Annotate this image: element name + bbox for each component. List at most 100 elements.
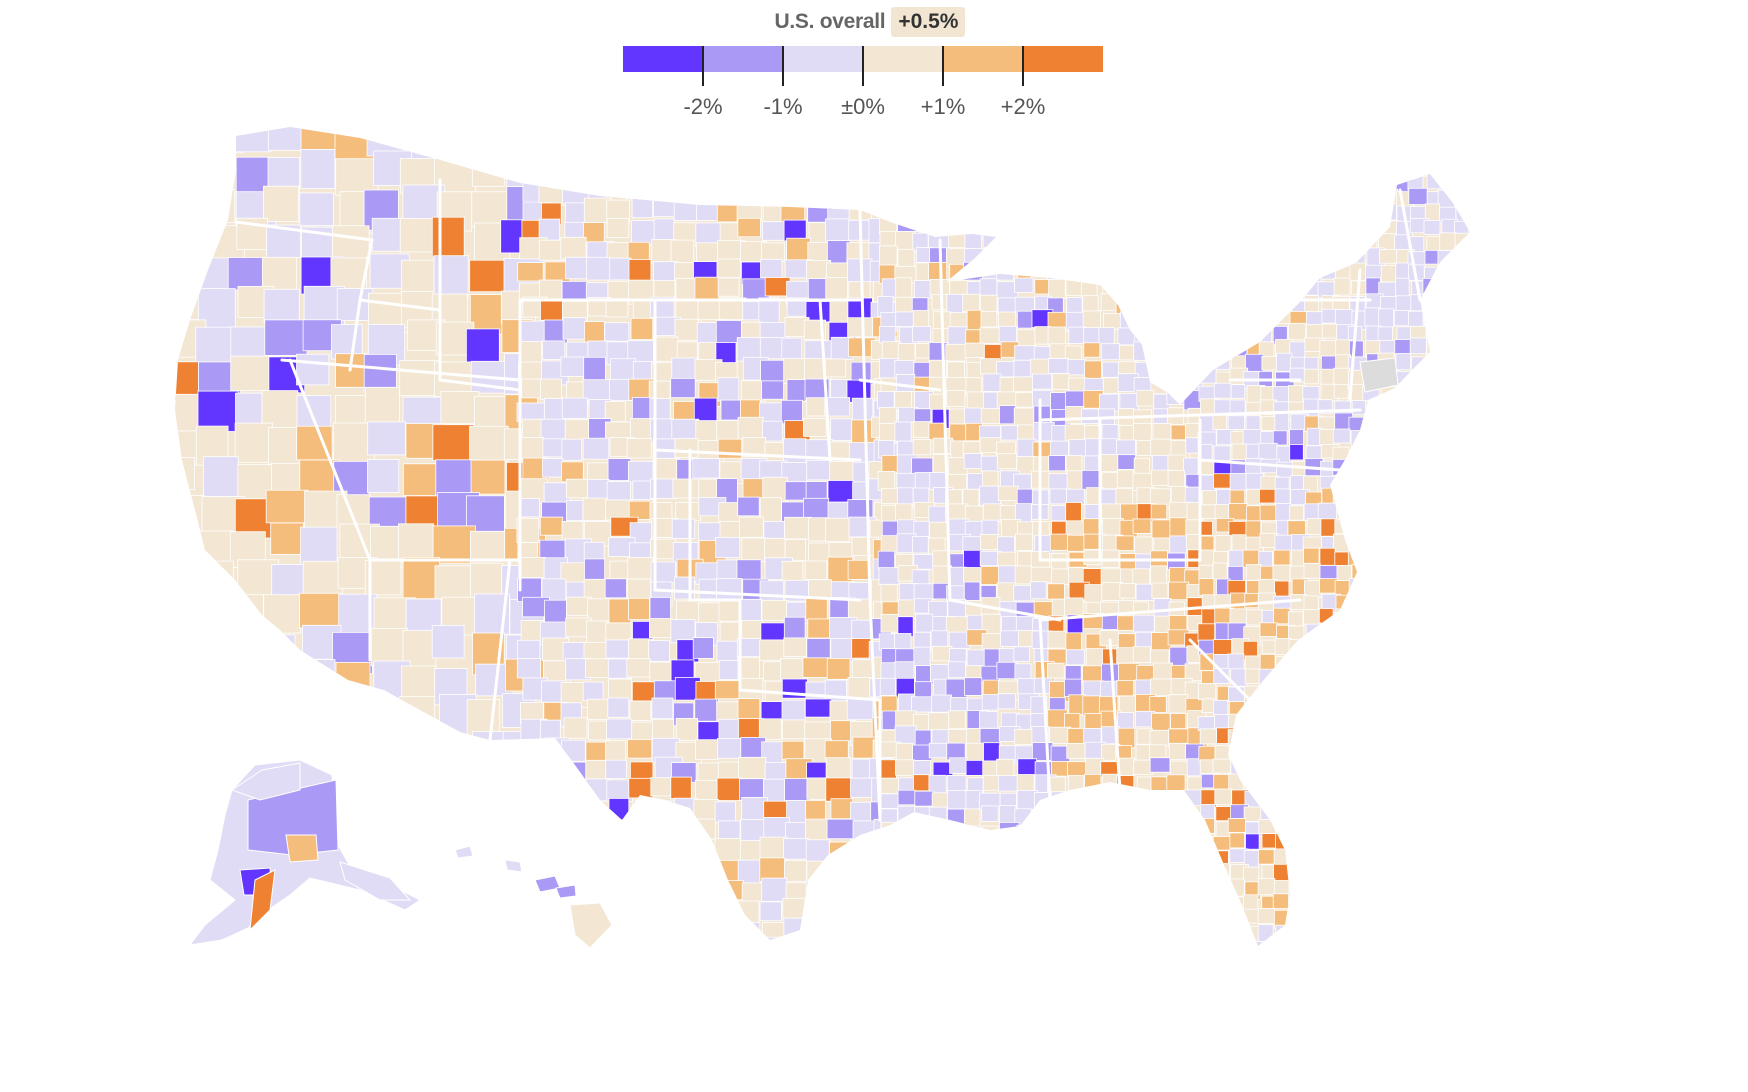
county-cell[interactable] [1032,389,1054,408]
county-cell[interactable] [1441,549,1458,565]
county-cell[interactable] [912,536,929,554]
county-cell[interactable] [1081,469,1100,491]
county-cell[interactable] [929,199,950,215]
county-cell[interactable] [716,258,741,278]
county-cell[interactable] [1101,424,1119,441]
county-cell[interactable] [949,263,970,280]
county-cell[interactable] [825,862,848,883]
county-cell[interactable] [1102,869,1123,887]
county-cell[interactable] [1167,312,1188,330]
county-cell[interactable] [980,871,1003,887]
county-cell[interactable] [1214,894,1232,914]
county-cell[interactable] [1084,360,1102,381]
county-cell[interactable] [1213,774,1230,790]
county-cell[interactable] [1014,663,1032,680]
county-cell[interactable] [980,310,998,328]
county-cell[interactable] [895,311,915,327]
county-cell[interactable] [737,698,761,721]
county-cell[interactable] [1471,624,1487,639]
county-cell[interactable] [1424,594,1444,614]
county-cell[interactable] [1259,504,1279,522]
county-cell[interactable] [1335,191,1351,207]
county-cell[interactable] [827,501,851,521]
county-cell[interactable] [1215,863,1230,882]
county-cell[interactable] [964,407,983,425]
county-cell[interactable] [520,800,543,823]
county-cell[interactable] [1257,712,1275,729]
county-cell[interactable] [1168,262,1190,280]
county-cell[interactable] [1305,685,1321,702]
county-cell[interactable] [1364,518,1380,538]
county-cell[interactable] [161,732,198,776]
county-cell[interactable] [1336,803,1356,822]
county-cell[interactable] [997,693,1016,710]
county-cell[interactable] [1318,955,1333,973]
county-cell[interactable] [785,940,810,959]
county-cell[interactable] [1288,202,1304,218]
county-cell[interactable] [1454,925,1470,940]
county-cell[interactable] [804,340,833,362]
county-cell[interactable] [1469,206,1486,226]
county-cell[interactable] [1351,517,1371,537]
county-cell[interactable] [1333,383,1349,399]
county-cell[interactable] [1230,384,1246,399]
county-cell[interactable] [604,881,631,905]
county-cell[interactable] [609,898,638,917]
county-cell[interactable] [1363,622,1382,639]
county-cell[interactable] [1214,158,1234,175]
county-cell[interactable] [263,666,296,709]
county-cell[interactable] [522,942,544,962]
county-cell[interactable] [1289,656,1308,673]
county-cell[interactable] [1380,264,1398,283]
county-cell[interactable] [608,857,632,882]
county-cell[interactable] [1287,939,1306,955]
county-cell[interactable] [233,700,275,735]
county-cell[interactable] [1228,940,1245,956]
county-cell[interactable] [1151,262,1170,281]
county-cell[interactable] [1169,377,1188,396]
county-cell[interactable] [1116,680,1135,697]
county-cell[interactable] [1486,864,1504,878]
county-cell[interactable] [582,497,609,522]
county-cell[interactable] [632,817,660,838]
county-cell[interactable] [1334,641,1354,658]
county-cell[interactable] [999,822,1020,841]
county-cell[interactable] [1454,776,1473,793]
county-cell[interactable] [1213,279,1232,299]
county-cell[interactable] [1102,199,1124,215]
county-cell[interactable] [1227,818,1247,833]
county-cell[interactable] [981,805,999,822]
county-cell[interactable] [1290,716,1309,734]
county-cell[interactable] [981,694,1000,711]
county-cell[interactable] [1048,854,1067,872]
county-cell[interactable] [1245,279,1264,297]
county-cell[interactable] [912,438,932,456]
county-cell[interactable] [1320,908,1338,925]
county-cell[interactable] [565,256,590,280]
county-cell[interactable] [565,782,591,802]
county-cell[interactable] [608,598,632,625]
county-cell[interactable] [439,119,475,157]
county-cell[interactable] [539,897,567,923]
county-cell[interactable] [1081,853,1099,871]
county-cell[interactable] [1260,219,1278,239]
county-cell[interactable] [1363,668,1381,688]
county-cell[interactable] [1273,293,1292,313]
county-cell[interactable] [1151,326,1172,344]
county-cell[interactable] [1467,338,1485,354]
county-cell[interactable] [1394,595,1413,614]
county-cell[interactable] [1381,667,1402,686]
county-cell[interactable] [1246,188,1265,208]
county-cell[interactable] [1350,953,1365,972]
county-cell[interactable] [1424,490,1445,508]
county-cell[interactable] [1047,823,1065,842]
county-cell[interactable] [1229,832,1245,849]
county-cell[interactable] [1085,648,1104,667]
county-cell[interactable] [538,239,565,261]
county-cell[interactable] [880,870,899,887]
county-cell[interactable] [338,736,377,772]
county-cell[interactable] [847,861,870,884]
county-cell[interactable] [694,856,716,877]
county-cell[interactable] [1119,553,1137,571]
county-cell[interactable] [1408,864,1425,882]
